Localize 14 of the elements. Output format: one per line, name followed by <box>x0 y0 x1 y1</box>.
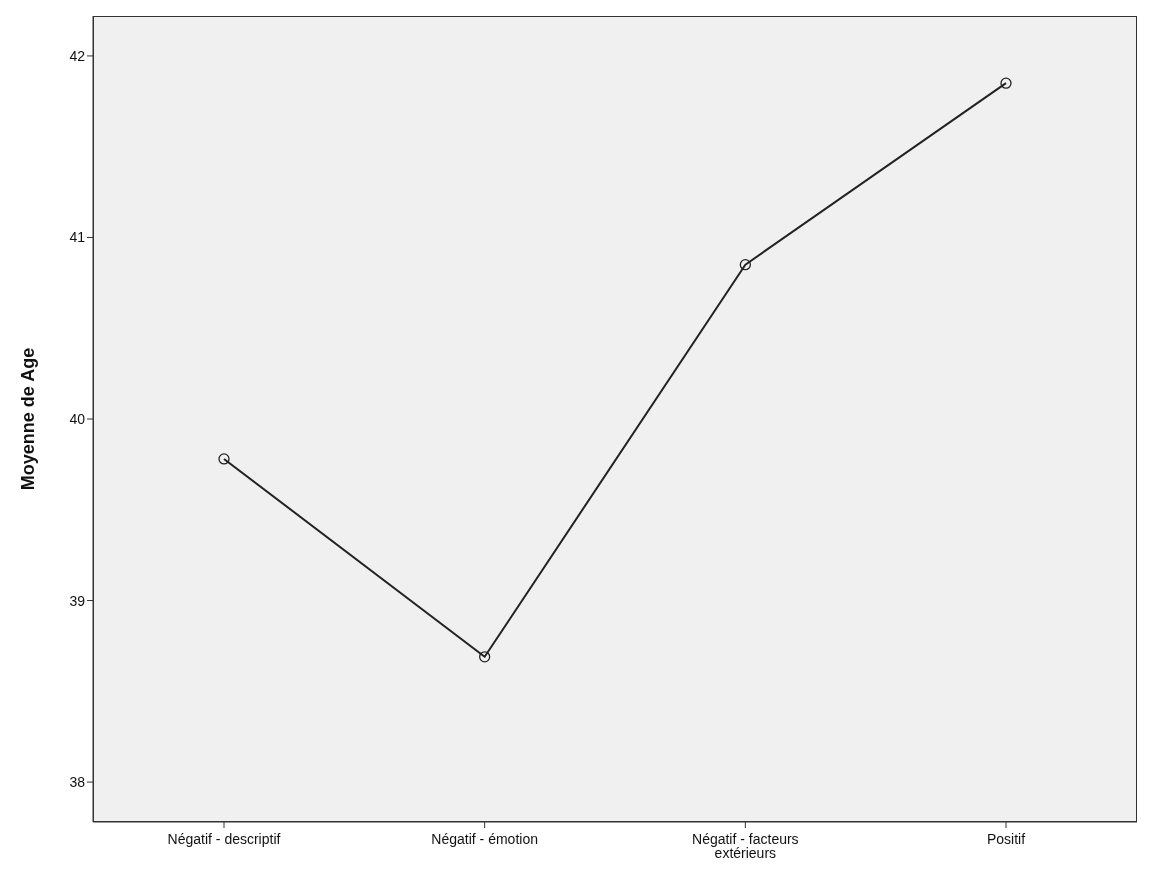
x-tick-label: Négatif - émotion <box>431 831 538 847</box>
point <box>1000 77 1012 89</box>
point <box>479 651 491 663</box>
y-tick-label: 42 <box>69 47 86 64</box>
y-axis-title: Moyenne de Age <box>18 347 39 491</box>
y-tick-label: 41 <box>69 229 86 246</box>
y-tick-label: 39 <box>69 592 86 609</box>
point <box>739 259 751 271</box>
x-tick-label: Négatif - facteurs extérieurs <box>692 831 799 861</box>
x-tick-label: Positif <box>986 831 1026 847</box>
point <box>218 453 230 465</box>
y-tick-label: 40 <box>69 410 86 427</box>
x-tick-label: Négatif - descriptif <box>167 831 281 847</box>
y-tick-label: 38 <box>69 774 86 791</box>
